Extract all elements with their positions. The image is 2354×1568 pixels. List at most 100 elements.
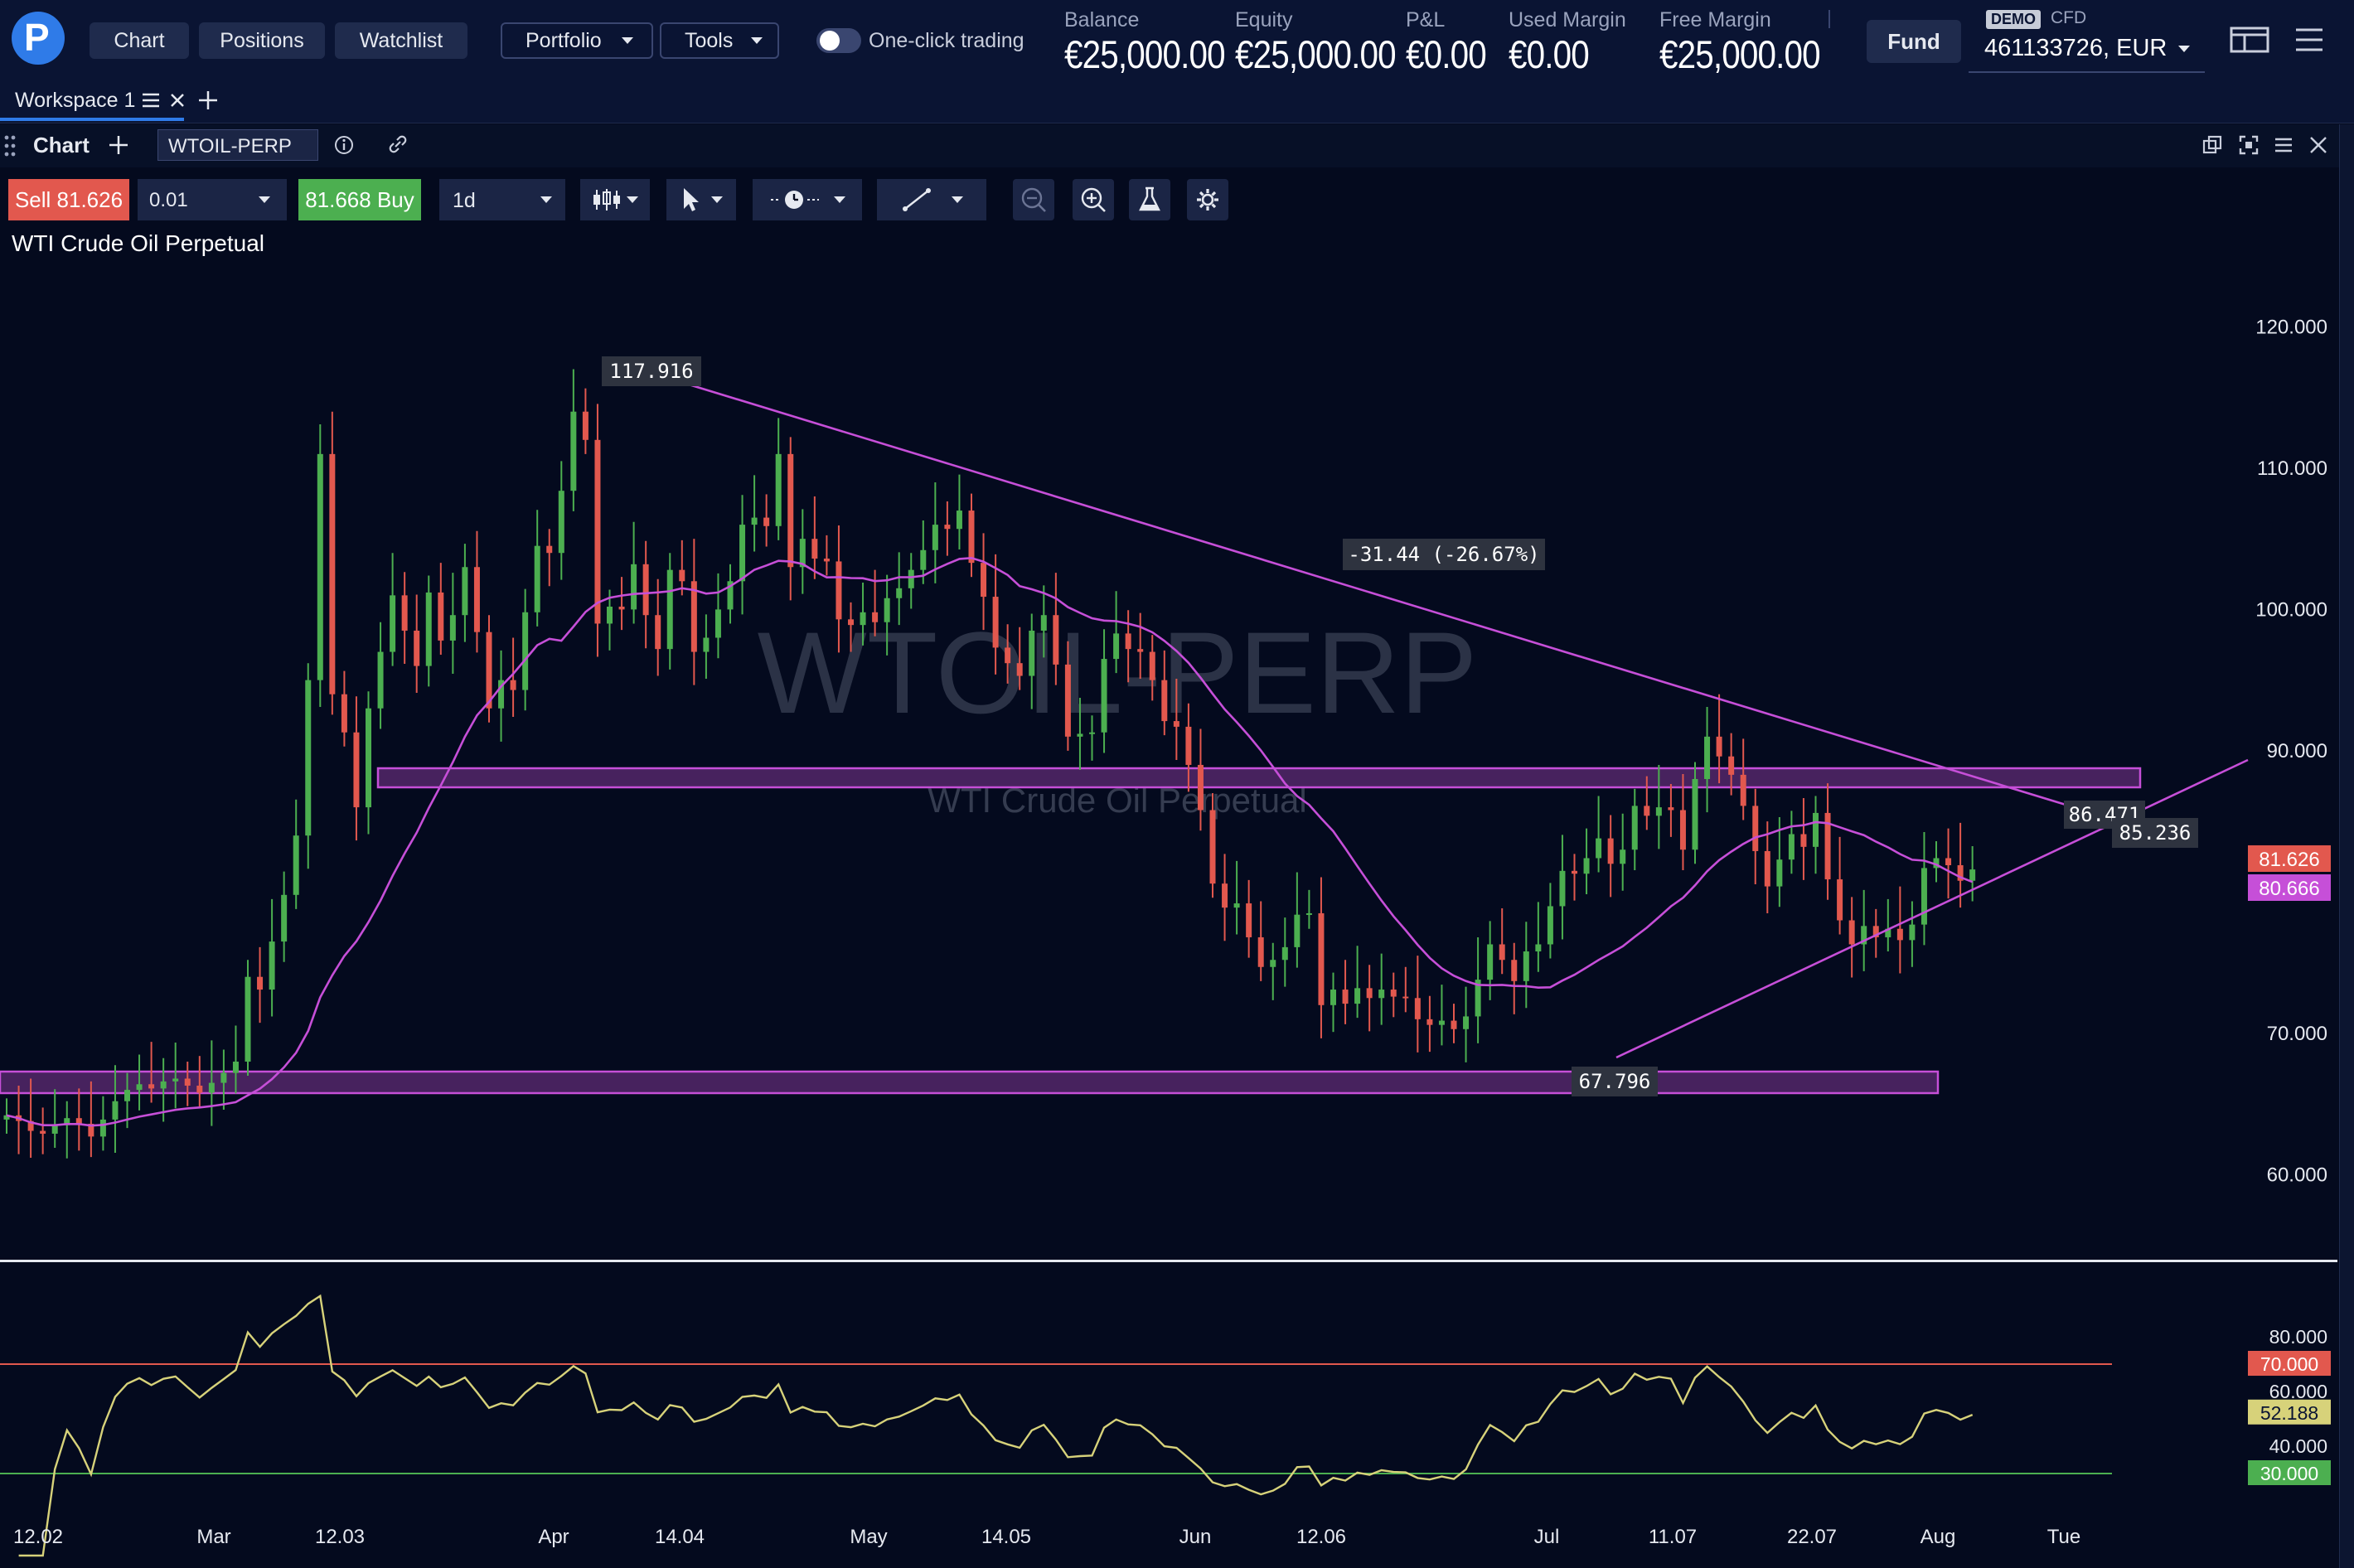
- price-axis[interactable]: 120.000 110.000 100.000 90.000 70.000 60.000: [2255, 316, 2327, 1186]
- price-axis-label: 110.000: [2257, 457, 2327, 480]
- candle-body: [1511, 960, 1518, 981]
- symbol-search-input[interactable]: WTOIL-PERP: [157, 129, 318, 161]
- close-panel-icon[interactable]: [2308, 134, 2329, 156]
- balance-label: Balance: [1064, 8, 1140, 31]
- candle-body: [932, 525, 938, 550]
- candle-body: [956, 511, 962, 530]
- time-axis-label: Apr: [538, 1526, 569, 1548]
- interval-dropdown[interactable]: 1d: [439, 179, 565, 220]
- watermark-symbol: WTOIL-PERP: [758, 607, 1478, 738]
- quantity-input[interactable]: 0.01: [138, 179, 287, 220]
- candle-body: [208, 1082, 215, 1093]
- candle-body: [1933, 858, 1940, 869]
- candle-body: [1173, 721, 1179, 727]
- zoom-out-button[interactable]: [1013, 179, 1054, 220]
- chart-settings-button[interactable]: [1187, 179, 1228, 220]
- equity-value: €25,000.00: [1235, 32, 1397, 76]
- price-axis-label: 70.000: [2267, 1023, 2327, 1045]
- time-axis[interactable]: 12.02 Mar 12.03 Apr 14.04 May 14.05 Jun 12.06 Jul…: [13, 1526, 2080, 1548]
- candle-body: [992, 597, 999, 648]
- menu-icon[interactable]: [2293, 25, 2326, 55]
- nav-watchlist-button[interactable]: Watchlist: [335, 22, 467, 59]
- price-axis-label: 90.000: [2267, 740, 2327, 762]
- candle-body: [1872, 926, 1879, 937]
- candle-body: [1655, 807, 1662, 816]
- demo-badge: DEMO: [1986, 10, 2041, 29]
- resistance-zone[interactable]: [376, 767, 2142, 789]
- descending-trendline[interactable]: [677, 380, 2075, 809]
- fund-button[interactable]: Fund: [1867, 20, 1961, 63]
- candle-body: [666, 569, 673, 650]
- layout-icon[interactable]: [2230, 25, 2269, 55]
- candle-body: [1572, 870, 1577, 874]
- time-axis-label: Jun: [1179, 1526, 1212, 1548]
- rsi-axis-label: 70.000: [2260, 1353, 2318, 1375]
- pane-separator[interactable]: [0, 1260, 2337, 1262]
- candle-body: [522, 612, 529, 690]
- price-axis-label: 120.000: [2255, 316, 2327, 338]
- candle-body: [341, 694, 347, 733]
- candle-body: [594, 439, 601, 624]
- time-tool-dropdown[interactable]: [753, 179, 862, 220]
- nav-positions-button[interactable]: Positions: [199, 22, 325, 59]
- tools-dropdown[interactable]: Tools: [660, 22, 779, 59]
- draw-tool-dropdown[interactable]: [877, 179, 986, 220]
- candle-body: [148, 1084, 155, 1089]
- sell-button[interactable]: Sell 81.626: [8, 179, 129, 220]
- equity-label: Equity: [1235, 8, 1293, 31]
- rsi-level-tag: [2248, 1399, 2331, 1425]
- detach-window-icon[interactable]: [2201, 134, 2223, 156]
- candle-body: [751, 517, 758, 525]
- candle-body: [220, 1072, 227, 1083]
- workspace-tab[interactable]: Workspace 1: [15, 89, 135, 113]
- used-margin-value: €0.00: [1509, 32, 1590, 76]
- instrument-name: WTI Crude Oil Perpetual: [12, 230, 264, 256]
- ascending-trendline[interactable]: [1615, 758, 2249, 1059]
- nav-chart-button[interactable]: Chart: [90, 22, 189, 59]
- rsi-axis-label: 80.000: [2269, 1326, 2327, 1348]
- account-selector[interactable]: 461133726, EUR: [1984, 35, 2191, 62]
- info-icon[interactable]: [333, 134, 355, 156]
- candle-body: [1668, 807, 1674, 811]
- maximize-icon[interactable]: [2238, 134, 2260, 156]
- candle-body: [1499, 944, 1505, 961]
- portfolio-dropdown[interactable]: Portfolio: [501, 22, 653, 59]
- candle-body: [1957, 865, 1964, 881]
- candle-body: [486, 632, 492, 709]
- candle-body: [872, 612, 879, 622]
- drag-handle-icon[interactable]: [3, 134, 17, 157]
- vertical-scrollbar[interactable]: [2339, 124, 2354, 1568]
- link-icon[interactable]: [386, 133, 409, 156]
- app-logo[interactable]: [12, 12, 65, 65]
- candle-body: [281, 894, 288, 942]
- workspace-menu-icon[interactable]: [141, 91, 161, 109]
- close-icon[interactable]: [169, 92, 186, 109]
- chart-type-dropdown[interactable]: [580, 179, 650, 220]
- chevron-down-icon: [621, 37, 633, 44]
- candle-body: [184, 1078, 191, 1086]
- candle-body: [787, 453, 794, 568]
- buy-button[interactable]: 81.668 Buy: [298, 179, 421, 220]
- candle-body: [1029, 630, 1035, 676]
- candle-body: [1040, 615, 1047, 631]
- panel-menu-icon[interactable]: [2273, 134, 2294, 156]
- cursor-tool-dropdown[interactable]: [666, 179, 736, 220]
- candle-body: [390, 595, 396, 652]
- buy-price: 81.668: [305, 186, 371, 212]
- chevron-down-icon: [540, 196, 552, 203]
- ma-price-tag: 80.666: [2259, 878, 2319, 900]
- candle-body: [1728, 756, 1735, 775]
- indicators-button[interactable]: [1129, 179, 1170, 220]
- add-workspace-icon[interactable]: [197, 90, 219, 111]
- zoom-in-button[interactable]: [1073, 179, 1114, 220]
- cursor-arrow-icon: [684, 188, 699, 211]
- add-symbol-icon[interactable]: [108, 134, 129, 156]
- candle-body: [88, 1124, 94, 1137]
- price-chart[interactable]: WTOIL-PERP WTI Crude Oil Perpetual 117.9…: [0, 240, 2337, 1258]
- candle-body: [1185, 726, 1192, 765]
- portfolio-label: Portfolio: [526, 28, 602, 52]
- candle-body: [473, 567, 480, 632]
- candle-body: [329, 453, 336, 694]
